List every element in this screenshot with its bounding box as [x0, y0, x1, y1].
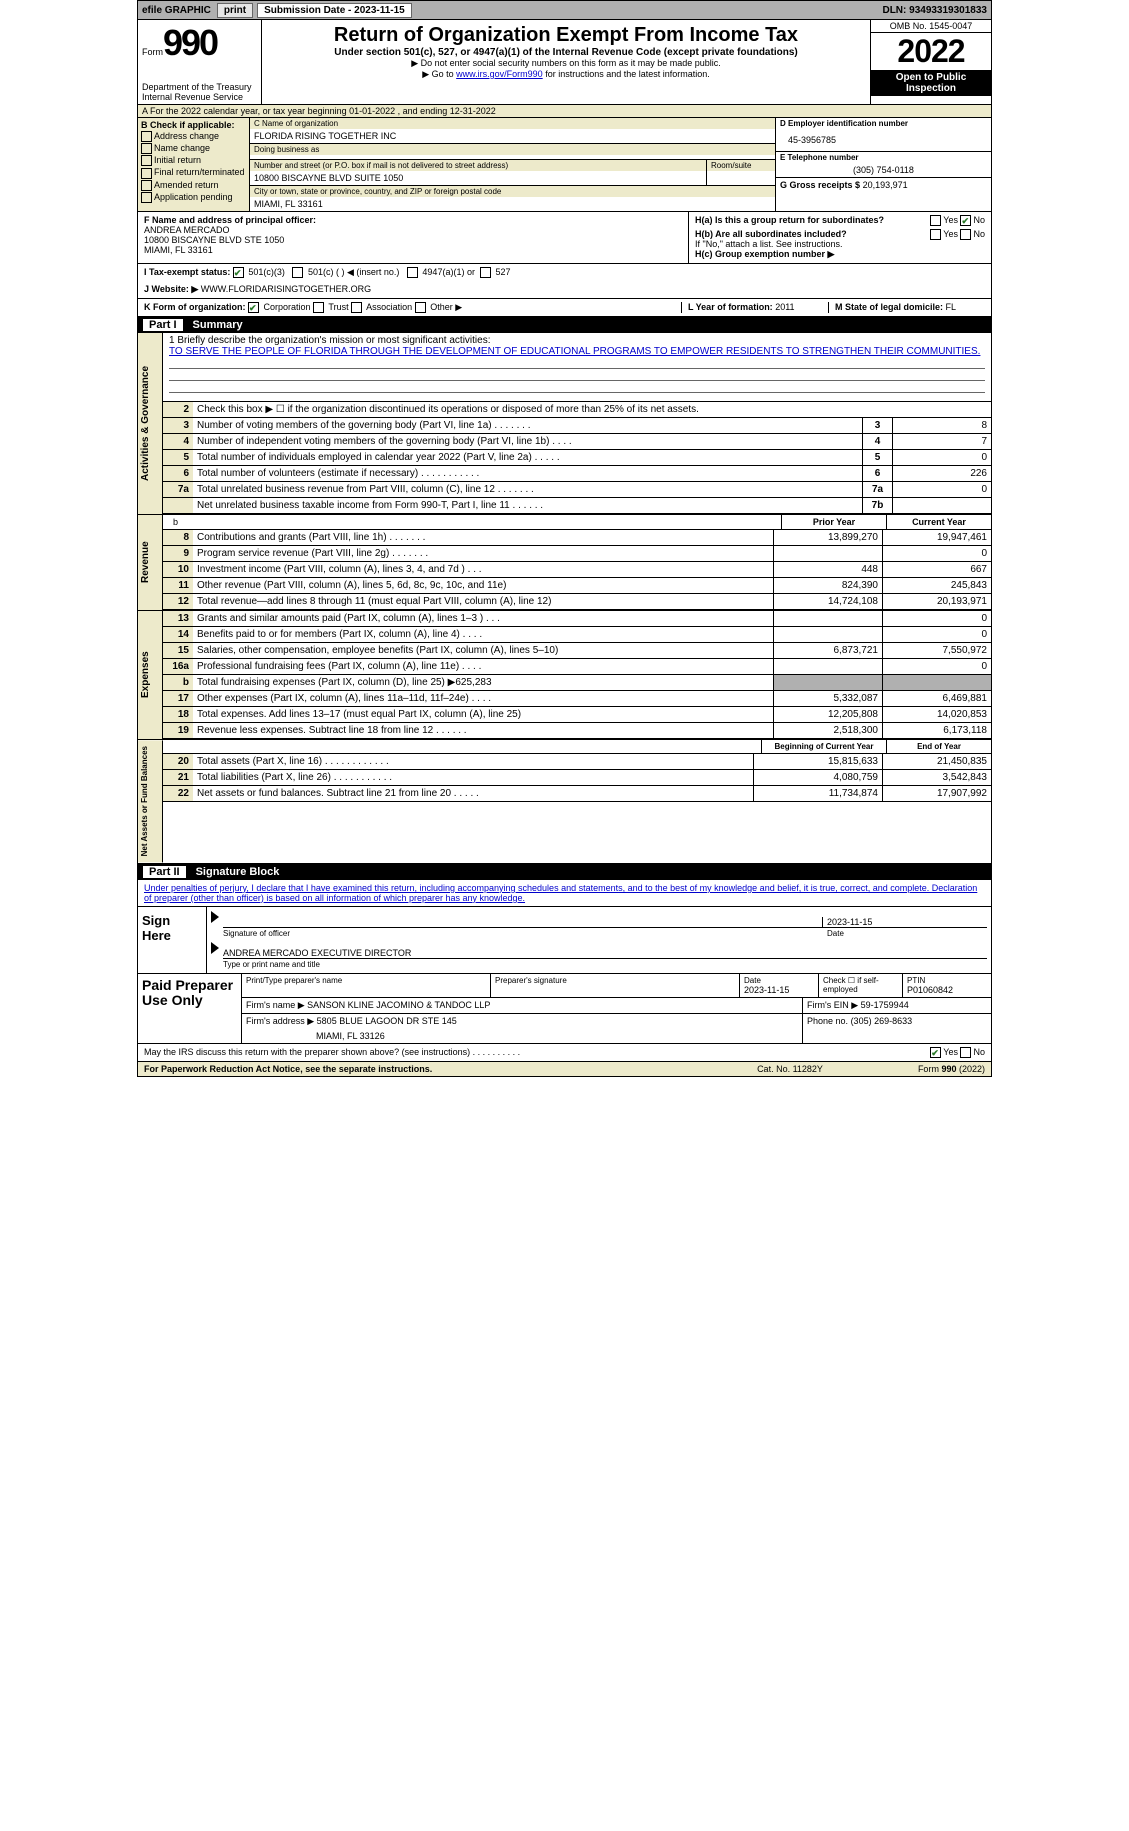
b-checkbox[interactable]: [141, 131, 152, 142]
form-header: Form990 Department of the Treasury Inter…: [137, 20, 992, 105]
omb-number: OMB No. 1545-0047: [871, 20, 991, 33]
vtab-revenue: Revenue: [138, 515, 163, 610]
col-d-info: D Employer identification number 45-3956…: [775, 118, 991, 211]
state-domicile: M State of legal domicile: FL: [828, 302, 985, 313]
assoc-checkbox[interactable]: [351, 302, 362, 313]
paid-preparer: Paid Preparer Use Only Print/Type prepar…: [137, 974, 992, 1044]
b-checkbox[interactable]: [141, 143, 152, 154]
net-headers: Beginning of Current YearEnd of Year: [163, 740, 991, 754]
ha-yes-checkbox[interactable]: [930, 215, 941, 226]
trust-checkbox[interactable]: [313, 302, 324, 313]
open-to-public: Open to Public Inspection: [871, 70, 991, 96]
summary-governance: Activities & Governance 1 Briefly descri…: [137, 333, 992, 515]
city-cell: City or town, state or province, country…: [250, 186, 775, 211]
dln-label: DLN: 93493319301833: [878, 5, 991, 16]
hb-no-checkbox[interactable]: [960, 229, 971, 240]
line2: 2Check this box ▶ ☐ if the organization …: [163, 402, 991, 418]
vtab-expenses: Expenses: [138, 611, 163, 739]
sig-fields: 2023-11-15 Signature of officerDate ANDR…: [207, 907, 991, 973]
col-b-checkboxes: B Check if applicable: Address changeNam…: [138, 118, 250, 211]
address-cell: Number and street (or P.O. box if mail i…: [250, 160, 775, 186]
sign-here-label: Sign Here: [138, 907, 207, 973]
tax-exempt-status: I Tax-exempt status: ✔ 501(c)(3) 501(c) …: [144, 267, 683, 278]
section-bcd: B Check if applicable: Address changeNam…: [137, 118, 992, 212]
ha-no-checkbox[interactable]: ✔: [960, 215, 971, 226]
part2-header: Part IISignature Block: [137, 864, 992, 880]
tax-year: 2022: [871, 33, 991, 70]
officer-info: F Name and address of principal officer:…: [138, 212, 688, 263]
year-formation: L Year of formation: 2011: [681, 302, 828, 313]
row-fh: F Name and address of principal officer:…: [137, 212, 992, 264]
group-return-info: H(a) Is this a group return for subordin…: [688, 212, 991, 263]
dept-treasury: Department of the Treasury Internal Reve…: [142, 82, 257, 102]
row-a-period: A For the 2022 calendar year, or tax yea…: [137, 105, 992, 118]
discuss-yes-checkbox[interactable]: ✔: [930, 1047, 941, 1058]
501c3-checkbox[interactable]: ✔: [233, 267, 244, 278]
phone-cell: E Telephone number (305) 754-0118: [776, 152, 991, 178]
website-row: J Website: ▶ WWW.FLORIDARISINGTOGETHER.O…: [144, 284, 683, 295]
form-of-org: K Form of organization: ✔ Corporation Tr…: [144, 302, 681, 313]
sig-triangle-icon: [211, 911, 219, 923]
vtab-netassets: Net Assets or Fund Balances: [138, 740, 163, 862]
topbar: efile GRAPHIC print Submission Date - 20…: [137, 0, 992, 20]
corp-checkbox[interactable]: ✔: [248, 302, 259, 313]
form-note1: ▶ Do not enter social security numbers o…: [270, 58, 862, 69]
submission-date: Submission Date - 2023-11-15: [257, 3, 412, 18]
dba-cell: Doing business as: [250, 144, 775, 160]
irs-link[interactable]: www.irs.gov/Form990: [456, 69, 543, 79]
form-subtitle: Under section 501(c), 527, or 4947(a)(1)…: [270, 47, 862, 58]
header-right: OMB No. 1545-0047 2022 Open to Public In…: [870, 20, 991, 104]
org-name-cell: C Name of organization FLORIDA RISING TO…: [250, 118, 775, 144]
b-checkbox[interactable]: [141, 192, 152, 203]
footer: For Paperwork Reduction Act Notice, see …: [137, 1062, 992, 1077]
efile-label: efile GRAPHIC: [138, 5, 215, 16]
gross-cell: G Gross receipts $ 20,193,971: [776, 178, 991, 192]
form-ref: Form 990 (2022): [865, 1064, 985, 1074]
perjury-statement: Under penalties of perjury, I declare th…: [138, 880, 991, 906]
mission-block: 1 Briefly describe the organization's mi…: [163, 333, 991, 402]
discuss-no-checkbox[interactable]: [960, 1047, 971, 1058]
527-checkbox[interactable]: [480, 267, 491, 278]
summary-expenses: Expenses 13Grants and similar amounts pa…: [137, 611, 992, 740]
row-klm: K Form of organization: ✔ Corporation Tr…: [137, 299, 992, 317]
row-ij: I Tax-exempt status: ✔ 501(c)(3) 501(c) …: [137, 264, 992, 299]
hb-yes-checkbox[interactable]: [930, 229, 941, 240]
vtab-governance: Activities & Governance: [138, 333, 163, 514]
form-title: Return of Organization Exempt From Incom…: [270, 24, 862, 47]
b-checkbox[interactable]: [141, 155, 152, 166]
revenue-headers: bPrior YearCurrent Year: [163, 515, 991, 530]
sig-triangle-icon-2: [211, 942, 219, 954]
b-checkbox[interactable]: [141, 168, 152, 179]
ein-cell: D Employer identification number 45-3956…: [776, 118, 991, 152]
header-center: Return of Organization Exempt From Incom…: [262, 20, 870, 104]
form990-box: Form990 Department of the Treasury Inter…: [138, 20, 262, 104]
summary-revenue: Revenue bPrior YearCurrent Year 8Contrib…: [137, 515, 992, 611]
col-c-org: C Name of organization FLORIDA RISING TO…: [250, 118, 775, 211]
part1-header: Part ISummary: [137, 317, 992, 333]
paid-preparer-label: Paid Preparer Use Only: [138, 974, 242, 1043]
b-checkbox[interactable]: [141, 180, 152, 191]
4947-checkbox[interactable]: [407, 267, 418, 278]
other-checkbox[interactable]: [415, 302, 426, 313]
discuss-row: May the IRS discuss this return with the…: [137, 1044, 992, 1062]
summary-netassets: Net Assets or Fund Balances Beginning of…: [137, 740, 992, 863]
501c-checkbox[interactable]: [292, 267, 303, 278]
print-button[interactable]: print: [217, 3, 253, 18]
form-note2: ▶ Go to www.irs.gov/Form990 for instruct…: [270, 69, 862, 80]
signature-area: Under penalties of perjury, I declare th…: [137, 880, 992, 974]
